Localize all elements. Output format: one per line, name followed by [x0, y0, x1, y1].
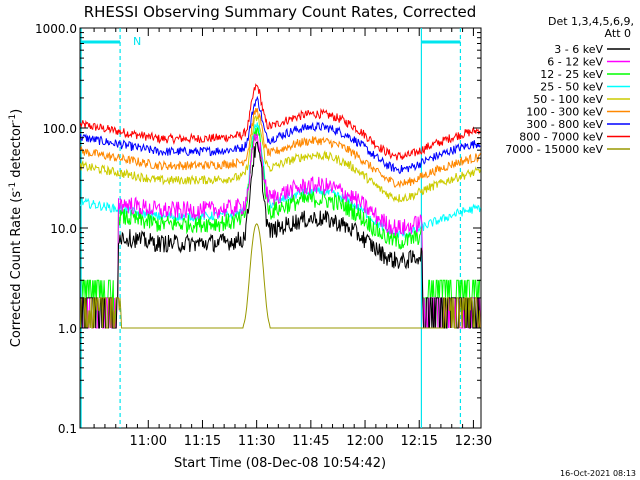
legend-label: 800 - 7000 keV	[519, 131, 603, 144]
legend-header-line: Det 1,3,4,5,6,9,	[548, 15, 634, 28]
series-line-6-12keV	[80, 133, 481, 329]
series-line-300-800keV	[80, 95, 481, 175]
series-line-7000-15000keV	[80, 223, 481, 329]
legend-label: 6 - 12 keV	[547, 56, 603, 69]
chart-title: RHESSI Observing Summary Count Rates, Co…	[84, 3, 477, 21]
y-tick-label: 10.0	[50, 222, 77, 236]
series-line-12-25keV	[80, 126, 481, 329]
y-tick-label: 1000.0	[35, 22, 77, 36]
series-line-50-100keV	[80, 115, 481, 204]
legend-label: 7000 - 15000 keV	[505, 143, 603, 156]
series-group	[80, 83, 481, 329]
y-label-part: detector	[9, 122, 24, 182]
x-axis-label: Start Time (08-Dec-08 10:54:42)	[174, 456, 386, 471]
x-tick-label: 12:00	[346, 434, 383, 449]
legend-label: 3 - 6 keV	[554, 43, 603, 56]
legend-header-line: Att 0	[605, 27, 631, 40]
series-line-100-300keV	[80, 108, 481, 189]
y-axis-label: Corrected Count Rate (s-1 detector-1)	[8, 109, 24, 347]
legend-label: 12 - 25 keV	[540, 68, 603, 81]
series-line-800-7000keV	[80, 83, 481, 161]
x-axis: 11:00 11:15 11:30 11:45 12:00 12:15 12:30	[93, 28, 492, 449]
x-tick-label: 12:30	[455, 434, 492, 449]
y-label-sup: -1	[8, 114, 18, 123]
y-label-part: )	[9, 109, 24, 114]
legend-label: 100 - 300 keV	[526, 106, 603, 119]
footer-date: 16-Oct-2021 08:13	[560, 469, 636, 478]
x-tick-label: 11:15	[184, 434, 221, 449]
x-tick-label: 11:00	[130, 434, 167, 449]
legend-label: 50 - 100 keV	[533, 93, 603, 106]
legend-label: 25 - 50 keV	[540, 81, 603, 94]
series-line-3-6keV	[80, 141, 481, 329]
y-tick-label: 100.0	[43, 122, 77, 136]
y-label-part: Corrected Count Rate (s	[9, 191, 24, 348]
y-axis: 1000.0 100.0 10.0 1.0 0.1	[35, 22, 481, 436]
night-label: N	[133, 35, 141, 48]
legend-label: 300 - 800 keV	[526, 118, 603, 131]
y-tick-label: 0.1	[58, 422, 77, 436]
x-tick-label: 11:30	[238, 434, 275, 449]
x-tick-label: 12:15	[400, 434, 437, 449]
y-label-sup: -1	[8, 182, 18, 191]
y-tick-label: 1.0	[58, 322, 77, 336]
x-tick-label: 11:45	[292, 434, 329, 449]
